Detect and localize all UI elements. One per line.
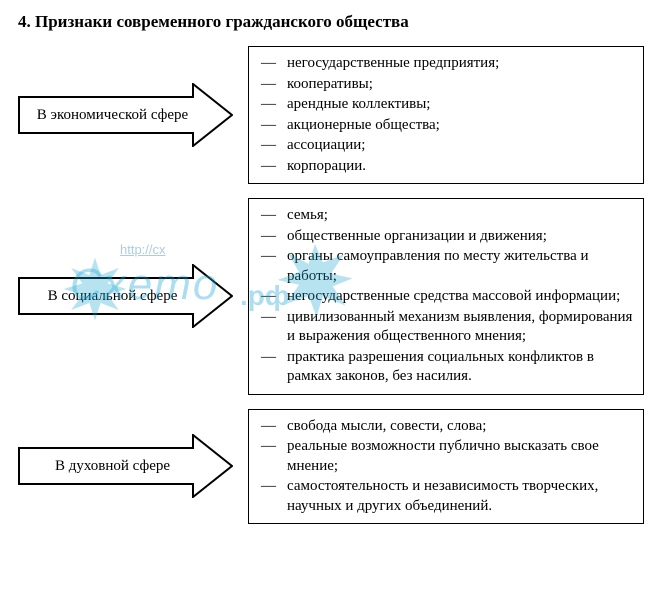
- list-item: —семья;: [259, 206, 633, 226]
- dash-icon: —: [259, 116, 287, 136]
- dash-icon: —: [259, 54, 287, 74]
- list-item: —общественные организации и движения;: [259, 227, 633, 247]
- dash-icon: —: [259, 348, 287, 368]
- list-item: —свобода мысли, совести, слова;: [259, 417, 633, 437]
- list-item-text: семья;: [287, 206, 633, 226]
- dash-icon: —: [259, 437, 287, 457]
- page-title: 4. Признаки современного гражданского об…: [18, 12, 644, 32]
- section-spiritual: В духовной сфере—свобода мысли, совести,…: [18, 409, 644, 525]
- dash-icon: —: [259, 287, 287, 307]
- list-item: —практика разрешения социальных конфликт…: [259, 348, 633, 387]
- dash-icon: —: [259, 477, 287, 497]
- list-item-text: корпорации.: [287, 157, 633, 177]
- list-item: —органы самоуправления по месту жительст…: [259, 247, 633, 286]
- dash-icon: —: [259, 157, 287, 177]
- section-social: В социальной сфере—семья;—общественные о…: [18, 198, 644, 395]
- list-item-text: свобода мысли, совести, слова;: [287, 417, 633, 437]
- dash-icon: —: [259, 417, 287, 437]
- list-item: —акционерные общества;: [259, 116, 633, 136]
- list-item-text: негосударственные предприятия;: [287, 54, 633, 74]
- list-item-text: арендные коллективы;: [287, 95, 633, 115]
- arrow-label-spiritual: В духовной сфере: [28, 457, 197, 475]
- content-box-economic: —негосударственные предприятия;—кооперат…: [248, 46, 644, 184]
- list-item-text: акционерные общества;: [287, 116, 633, 136]
- dash-icon: —: [259, 247, 287, 267]
- list-item: —самостоятельность и независимость творч…: [259, 477, 633, 516]
- list-item-text: ассоциации;: [287, 136, 633, 156]
- list-item-text: цивилизованный механизм выявления, форми…: [287, 308, 633, 347]
- list-item: —негосударственные средства массовой инф…: [259, 287, 633, 307]
- arrow-spiritual: В духовной сфере: [18, 434, 248, 498]
- dash-icon: —: [259, 227, 287, 247]
- list-item: —цивилизованный механизм выявления, форм…: [259, 308, 633, 347]
- list-item: —кооперативы;: [259, 75, 633, 95]
- content-box-spiritual: —свобода мысли, совести, слова;—реальные…: [248, 409, 644, 525]
- list-item-text: практика разрешения социальных конфликто…: [287, 348, 633, 387]
- section-economic: В экономической сфере—негосударственные …: [18, 46, 644, 184]
- list-item: —арендные коллективы;: [259, 95, 633, 115]
- list-item-text: органы самоуправления по месту жительств…: [287, 247, 633, 286]
- dash-icon: —: [259, 308, 287, 328]
- arrow-label-economic: В экономической сфере: [28, 106, 197, 124]
- arrow-social: В социальной сфере: [18, 264, 248, 328]
- list-item-text: самостоятельность и независимость творче…: [287, 477, 633, 516]
- arrow-economic: В экономической сфере: [18, 83, 248, 147]
- list-item: —корпорации.: [259, 157, 633, 177]
- list-item-text: общественные организации и движения;: [287, 227, 633, 247]
- list-item-text: кооперативы;: [287, 75, 633, 95]
- arrow-label-social: В социальной сфере: [28, 287, 197, 305]
- dash-icon: —: [259, 136, 287, 156]
- list-item-text: негосударственные средства массовой инфо…: [287, 287, 633, 307]
- list-item-text: реальные возможности публично высказать …: [287, 437, 633, 476]
- dash-icon: —: [259, 95, 287, 115]
- list-item: —реальные возможности публично высказать…: [259, 437, 633, 476]
- dash-icon: —: [259, 75, 287, 95]
- content-box-social: —семья;—общественные организации и движе…: [248, 198, 644, 395]
- dash-icon: —: [259, 206, 287, 226]
- list-item: —ассоциации;: [259, 136, 633, 156]
- list-item: —негосударственные предприятия;: [259, 54, 633, 74]
